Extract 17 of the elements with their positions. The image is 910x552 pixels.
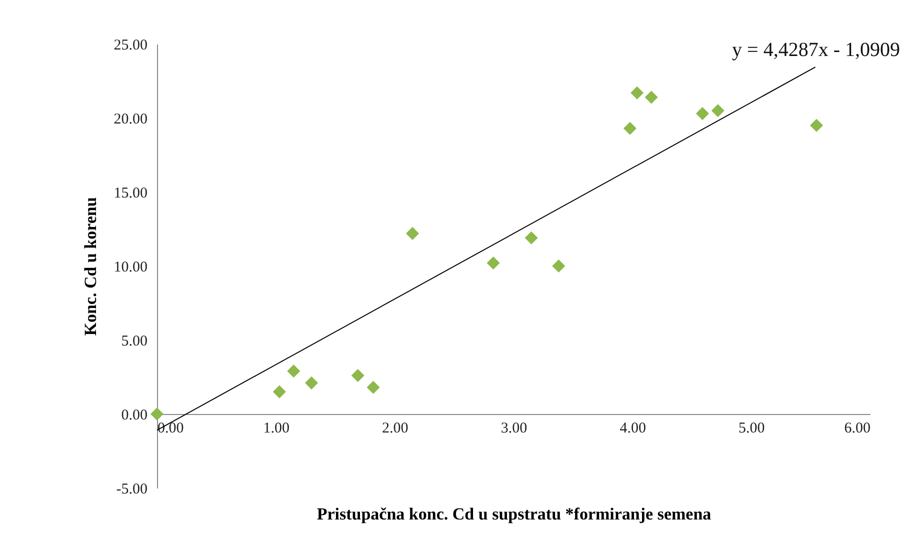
x-tick-label: 3.00 <box>500 420 528 436</box>
y-tick-label: 10.00 <box>114 260 148 276</box>
x-tick-label: 1.00 <box>263 420 290 436</box>
y-axis-title: Konc. Cd u korenu <box>80 197 100 336</box>
annotation: y = 4,4287x - 1,0909 <box>732 39 900 61</box>
y-tick-label: 15.00 <box>114 186 148 202</box>
y-tick-label: 5.00 <box>121 334 148 350</box>
x-tick-label: 0.00 <box>158 420 184 436</box>
x-axis-title: Pristupačna konc. Cd u supstratu *formiranje semena <box>316 504 712 524</box>
x-tick-label: 5.00 <box>738 420 765 436</box>
y-tick-label: -5.00 <box>116 482 148 498</box>
x-tick-label: 2.00 <box>382 420 408 436</box>
y-tick-label: 20.00 <box>114 112 148 128</box>
x-tick-label: 6.00 <box>844 420 870 436</box>
y-tick-label: 0.00 <box>121 408 148 424</box>
y-tick-label: 25.00 <box>114 38 148 54</box>
x-tick-label: 4.00 <box>620 420 646 436</box>
